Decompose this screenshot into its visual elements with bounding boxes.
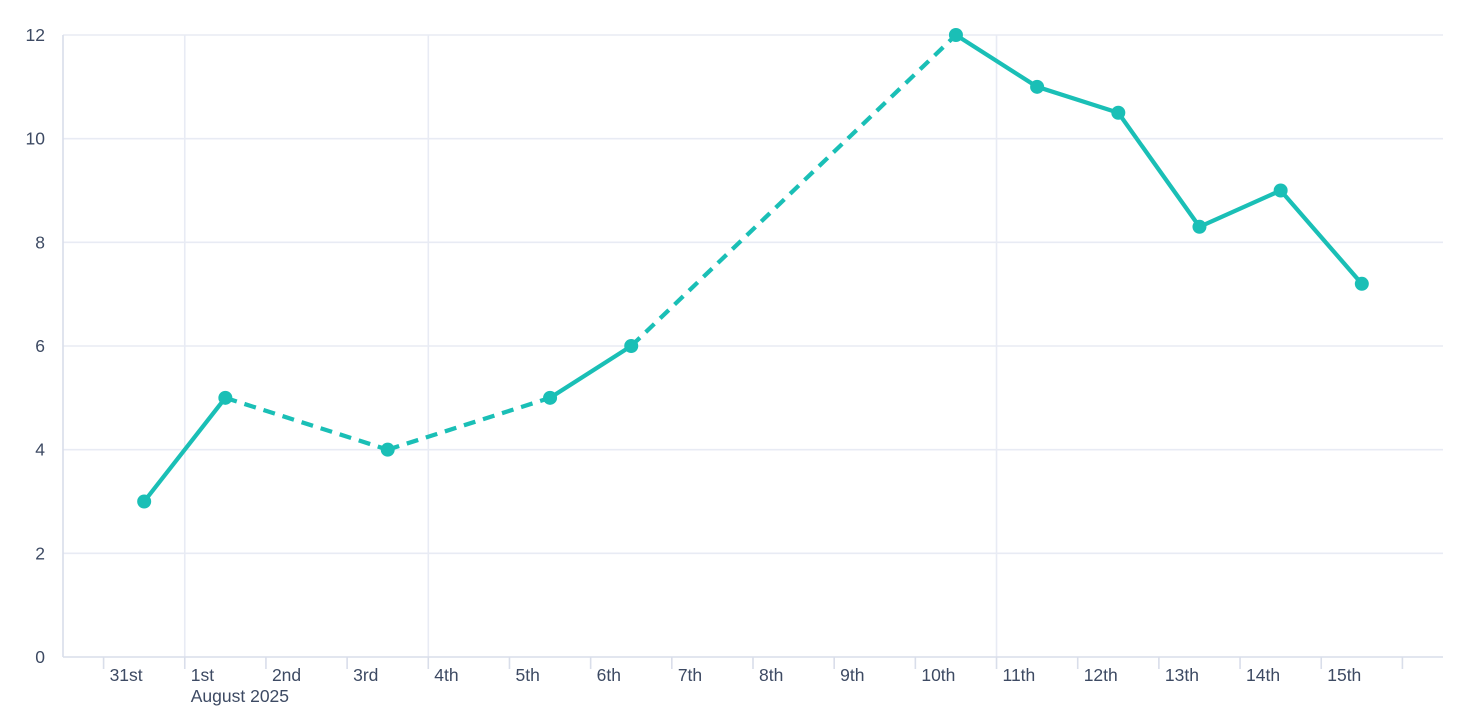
y-tick-label: 10 [26, 129, 46, 149]
x-tick-label: 11th [1003, 665, 1036, 685]
x-tick-label: 7th [678, 665, 702, 685]
data-point-marker[interactable] [1354, 276, 1369, 291]
x-tick-label: 9th [840, 665, 864, 685]
x-tick-label: 15th [1327, 665, 1361, 685]
data-point-marker[interactable] [1111, 105, 1126, 120]
data-point-marker[interactable] [380, 442, 395, 457]
data-point-marker[interactable] [1273, 183, 1288, 198]
data-point-marker[interactable] [624, 339, 639, 353]
x-tick-label: 3rd [353, 665, 378, 685]
x-tick-label: 31st [110, 665, 143, 685]
x-tick-label: 8th [759, 665, 783, 685]
series-segment-solid [1116, 110, 1202, 229]
series-segment-solid [547, 343, 634, 400]
x-tick-label: 10th [921, 665, 955, 685]
series-segment-solid [953, 32, 1040, 89]
series-segment-dashed [387, 395, 551, 452]
series-segment-solid [1278, 188, 1364, 286]
x-tick-label: 6th [597, 665, 621, 685]
x-tick-label: 14th [1246, 665, 1280, 685]
y-tick-label: 0 [35, 647, 45, 667]
y-tick-label: 12 [26, 25, 45, 45]
y-tick-label: 4 [35, 440, 45, 460]
data-point-marker[interactable] [1192, 219, 1207, 234]
y-tick-label: 2 [35, 543, 45, 563]
month-label: August 2025 [191, 686, 289, 706]
series-segment-dashed [629, 33, 958, 348]
data-point-marker[interactable] [1030, 79, 1045, 94]
x-tick-label: 4th [434, 665, 458, 685]
series-segment-solid [1034, 84, 1121, 115]
data-point-marker[interactable] [543, 390, 558, 405]
series-segment-dashed [224, 395, 389, 452]
series-segment-solid [1197, 188, 1283, 229]
x-tick-label: 1st [191, 665, 214, 685]
data-point-marker[interactable] [948, 28, 963, 42]
data-point-marker[interactable] [137, 494, 152, 509]
x-tick-label: 13th [1165, 665, 1199, 685]
x-tick-label: 2nd [272, 665, 301, 685]
x-tick-label: 12th [1084, 665, 1118, 685]
y-tick-label: 6 [35, 336, 45, 356]
y-tick-label: 8 [35, 232, 45, 252]
series-segment-solid [142, 395, 228, 504]
data-point-marker[interactable] [218, 390, 233, 405]
x-tick-label: 5th [515, 665, 539, 685]
